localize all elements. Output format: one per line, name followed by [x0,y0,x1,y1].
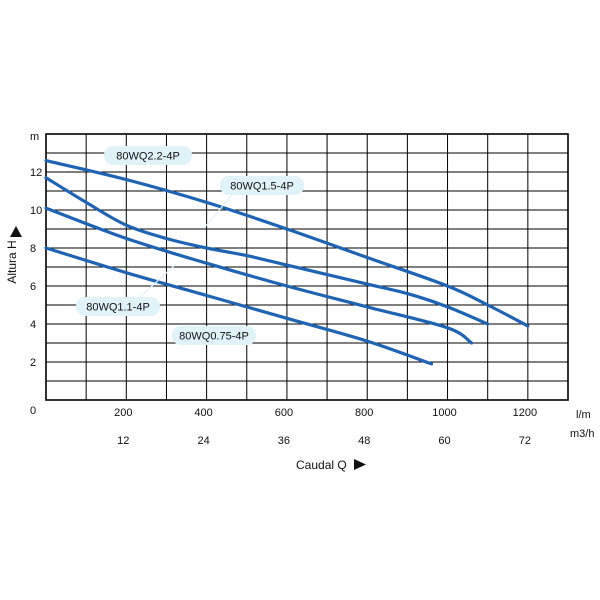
x-tick-label-secondary: 60 [438,435,450,447]
series-line-3 [44,246,434,366]
x-tick-label-primary: 1200 [513,407,537,419]
x-axis-unit-primary: l/m [576,409,591,421]
x-tick-label-secondary: 72 [519,435,531,447]
x-axis-unit-secondary: m3/h [570,428,594,440]
axes: m l/m m3/h Altura H Caudal Q 02468101220… [5,131,594,472]
series-label-0: 80WQ2.2-4P [104,146,192,165]
y-tick-label: 2 [30,357,36,369]
series-label-text: 80WQ2.2-4P [116,151,180,163]
label-box [76,297,160,316]
series-label-1: 80WQ1.5-4P [203,176,304,229]
y-tick-label: 0 [30,405,36,417]
y-axis-arrow-icon [10,226,22,237]
x-tick-label-secondary: 24 [197,435,209,447]
x-tick-label-primary: 1000 [432,407,456,419]
y-axis-title-group: Altura H [5,226,22,284]
label-box [220,176,304,195]
series-line-2 [44,206,474,345]
y-tick-label: 12 [30,167,42,179]
x-tick-label-primary: 200 [114,407,132,419]
y-tick-label: 8 [30,243,36,255]
series-label-2: 80WQ1.1-4P [76,263,177,316]
plot-frame [45,133,569,401]
x-axis-arrow-icon [354,459,366,470]
series-label-text: 80WQ1.1-4P [86,302,150,314]
y-tick-label: 10 [30,205,42,217]
x-tick-label-primary: 400 [194,407,212,419]
y-tick-label: 6 [30,281,36,293]
grid [46,134,568,400]
series-labels: 80WQ2.2-4P 80WQ1.5-4P 80WQ1.1-4P 80WQ0.75-4… [76,146,304,345]
series-label-text: 80WQ0.75-4P [179,331,249,343]
label-box [104,146,192,165]
y-tick-label: 4 [30,319,36,331]
series-label-3: 80WQ0.75-4P [172,326,256,345]
label-box [172,326,256,345]
label-leader-line [203,194,233,229]
curves [44,159,530,366]
series-line-0 [44,159,530,328]
series-line-1 [44,176,490,326]
y-axis-unit: m [30,131,39,143]
y-axis-title: Altura H [5,240,19,283]
x-tick-label-secondary: 48 [358,435,370,447]
x-axis-title: Caudal Q [296,458,347,472]
x-tick-label-primary: 600 [275,407,293,419]
x-axis-title-group: Caudal Q [296,458,366,472]
x-tick-label-secondary: 36 [278,435,290,447]
x-tick-label-secondary: 12 [117,435,129,447]
x-tick-label-primary: 800 [355,407,373,419]
series-label-text: 80WQ1.5-4P [230,181,294,193]
label-leader-line [139,263,177,298]
